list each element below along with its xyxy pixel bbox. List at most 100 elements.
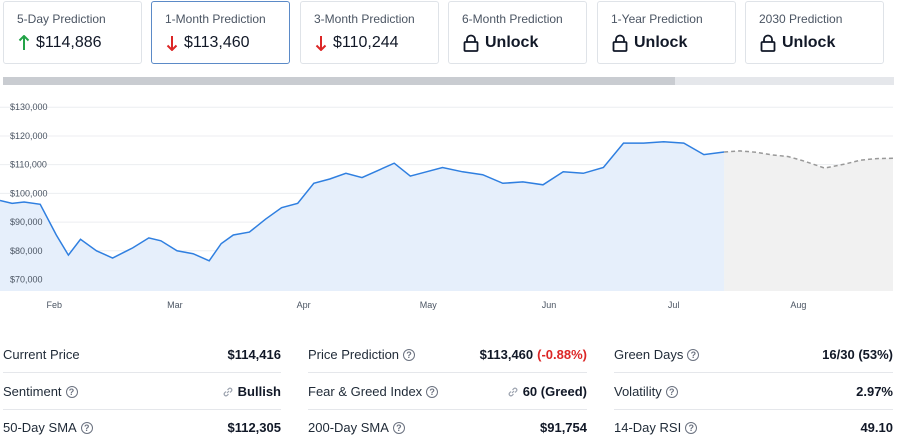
stat-label-wrap: Fear & Greed Index? xyxy=(308,384,439,399)
card-label: 2030 Prediction xyxy=(759,12,843,26)
unlock-label: Unlock xyxy=(485,34,539,51)
question-circle-icon[interactable]: ? xyxy=(685,421,698,434)
card-value-text: $110,244 xyxy=(333,34,399,51)
card-value: Unlock xyxy=(760,34,835,52)
stat-value-wrap: Bullish xyxy=(222,384,281,399)
stat-label: 200-Day SMA xyxy=(308,420,389,435)
divider xyxy=(3,372,281,373)
stats-table: Current Price $114,416 Sentiment? Bullis… xyxy=(0,336,897,445)
question-circle-icon[interactable]: ? xyxy=(687,348,700,361)
stat-change: (-0.88%) xyxy=(537,347,587,362)
stat-label-wrap: Volatility? xyxy=(614,384,678,399)
x-tick-label: May xyxy=(420,300,438,310)
card-value: $114,886 xyxy=(18,34,102,52)
stat-50-day-sma: 50-Day SMA? $112,305 xyxy=(3,409,281,445)
card-3-month[interactable]: 3-Month Prediction $110,244 xyxy=(300,1,439,64)
stat-label: Volatility xyxy=(614,384,662,399)
stat-value: 2.97% xyxy=(856,384,893,399)
card-6-month[interactable]: 6-Month Prediction Unlock xyxy=(448,1,587,64)
y-tick-label: $80,000 xyxy=(10,246,43,256)
range-selection-fill[interactable] xyxy=(3,77,675,85)
arrow-up-icon xyxy=(18,35,30,50)
stat-label: Current Price xyxy=(3,347,80,362)
stat-value-wrap: $113,460 (-0.88%) xyxy=(480,347,587,362)
card-value: $113,460 xyxy=(166,34,250,52)
divider xyxy=(614,372,893,373)
x-tick-label: Feb xyxy=(46,300,62,310)
lock-icon xyxy=(463,34,479,52)
x-axis-labels: Feb Mar Apr May Jun Jul Aug xyxy=(46,300,806,310)
stat-label-wrap: 14-Day RSI? xyxy=(614,420,698,435)
prediction-cards: 5-Day Prediction $114,886 1-Month Predic… xyxy=(3,1,894,64)
x-tick-label: Aug xyxy=(790,300,806,310)
divider xyxy=(614,409,893,410)
stat-label-wrap: Green Days? xyxy=(614,347,700,362)
stat-label: Green Days xyxy=(614,347,684,362)
stat-200-day-sma: 200-Day SMA? $91,754 xyxy=(308,409,587,445)
stat-value-wrap: 60 (Greed) xyxy=(507,384,587,399)
question-circle-icon[interactable]: ? xyxy=(403,348,416,361)
forecast-area xyxy=(724,150,893,291)
card-5-day[interactable]: 5-Day Prediction $114,886 xyxy=(3,1,142,64)
y-tick-label: $120,000 xyxy=(10,131,48,141)
card-label: 3-Month Prediction xyxy=(314,12,415,26)
stat-label-wrap: Sentiment? xyxy=(3,384,78,399)
stat-label-wrap: Price Prediction? xyxy=(308,347,416,362)
stat-volatility: Volatility? 2.97% xyxy=(614,373,893,410)
card-label: 1-Month Prediction xyxy=(165,12,266,26)
stat-value: $114,416 xyxy=(227,347,281,362)
stat-value: Bullish xyxy=(237,384,281,399)
y-tick-label: $100,000 xyxy=(10,188,48,198)
stat-price-prediction: Price Prediction? $113,460 (-0.88%) xyxy=(308,336,587,373)
link-icon xyxy=(508,387,518,396)
question-circle-icon[interactable]: ? xyxy=(665,385,678,398)
card-value-text: $114,886 xyxy=(36,34,102,51)
card-label: 5-Day Prediction xyxy=(17,12,106,26)
card-1-year[interactable]: 1-Year Prediction Unlock xyxy=(597,1,736,64)
stat-label: Sentiment xyxy=(3,384,62,399)
stat-green-days: Green Days? 16/30 (53%) xyxy=(614,336,893,373)
link-icon xyxy=(223,387,233,396)
question-circle-icon[interactable]: ? xyxy=(426,385,439,398)
unlock-label: Unlock xyxy=(634,34,688,51)
lock-icon xyxy=(760,34,776,52)
question-circle-icon[interactable]: ? xyxy=(392,421,405,434)
arrow-down-icon xyxy=(166,36,178,51)
stat-label: 50-Day SMA xyxy=(3,420,77,435)
card-value: $110,244 xyxy=(315,34,399,52)
stat-value: $91,754 xyxy=(540,420,587,435)
card-2030[interactable]: 2030 Prediction Unlock xyxy=(745,1,884,64)
x-tick-label: Jul xyxy=(668,300,680,310)
x-tick-label: Jun xyxy=(542,300,557,310)
lock-icon xyxy=(612,34,628,52)
y-tick-label: $90,000 xyxy=(10,217,43,227)
chart-range-scrollbar[interactable] xyxy=(3,77,894,85)
unlock-label: Unlock xyxy=(782,34,836,51)
y-tick-label: $110,000 xyxy=(10,160,47,170)
stat-14-day-rsi: 14-Day RSI? 49.10 xyxy=(614,409,893,445)
x-tick-label: Apr xyxy=(297,300,311,310)
y-axis-labels: $130,000 $120,000 $110,000 $100,000 $90,000 $… xyxy=(10,102,48,284)
card-label: 1-Year Prediction xyxy=(611,12,703,26)
stat-label-wrap: 50-Day SMA? xyxy=(3,420,93,435)
x-tick-label: Mar xyxy=(167,300,183,310)
question-circle-icon[interactable]: ? xyxy=(80,421,93,434)
divider xyxy=(3,409,281,410)
card-value: Unlock xyxy=(612,34,687,52)
y-tick-label: $70,000 xyxy=(10,275,43,285)
arrow-down-icon xyxy=(315,36,327,51)
stat-sentiment: Sentiment? Bullish xyxy=(3,373,281,410)
card-label: 6-Month Prediction xyxy=(462,12,563,26)
question-circle-icon[interactable]: ? xyxy=(65,385,78,398)
stat-fear-greed: Fear & Greed Index? 60 (Greed) xyxy=(308,373,587,410)
stat-value: 49.10 xyxy=(860,420,893,435)
stat-value: 16/30 (53%) xyxy=(822,347,893,362)
stat-label: 14-Day RSI xyxy=(614,420,682,435)
card-value-text: $113,460 xyxy=(184,34,250,51)
y-tick-label: $130,000 xyxy=(10,102,48,112)
divider xyxy=(308,372,587,373)
stat-value: $113,460 xyxy=(479,347,534,362)
card-1-month[interactable]: 1-Month Prediction $113,460 xyxy=(151,1,290,64)
card-value: Unlock xyxy=(463,34,538,52)
divider xyxy=(308,409,587,410)
